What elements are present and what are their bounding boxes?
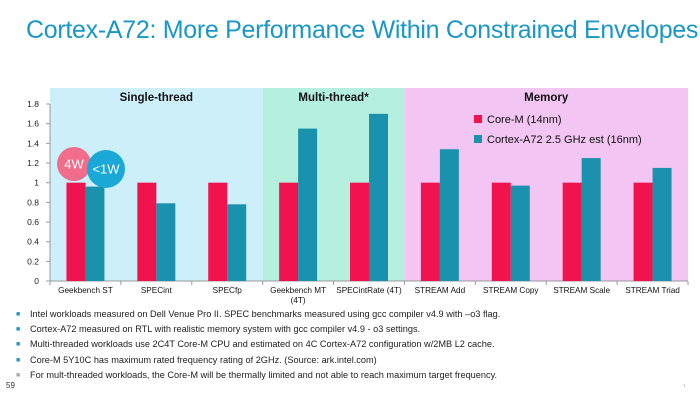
group-header: Multi-thread* xyxy=(298,92,369,104)
bullet-icon: ■ xyxy=(16,341,21,349)
footnote-text: For mult-threaded workloads, the Core-M … xyxy=(30,369,498,380)
legend-label: Cortex-A72 2.5 GHz est (16nm) xyxy=(487,134,642,146)
legend-swatch xyxy=(474,135,482,143)
power-badge-label: 4W xyxy=(64,157,84,172)
next-arrow-icon: › xyxy=(683,381,686,390)
y-tick-label: 0.8 xyxy=(27,197,39,207)
bar-core-m xyxy=(66,182,86,281)
y-tick-label: 1.4 xyxy=(27,138,39,148)
footnote-item: ■ For mult-threaded workloads, the Core-M… xyxy=(16,368,676,383)
y-tick-label: 0 xyxy=(34,276,39,286)
legend-swatch xyxy=(474,115,482,123)
legend-label: Core-M (14nm) xyxy=(487,114,562,126)
x-tick-label: STREAM Scale xyxy=(553,286,610,295)
bar-cortex-a72 xyxy=(581,158,601,281)
bar-cortex-a72 xyxy=(439,149,459,281)
power-badge xyxy=(57,147,91,181)
bar-core-m xyxy=(208,182,228,281)
bar-cortex-a72 xyxy=(369,113,388,281)
bar-core-m xyxy=(137,182,157,281)
slide-title: Cortex-A72: More Performance Within Cons… xyxy=(26,16,699,44)
x-tick-label: STREAM Copy xyxy=(483,286,539,295)
footnote-list: ■ Intel workloads measured on Dell Venue … xyxy=(16,307,676,383)
y-tick-label: 0.6 xyxy=(27,217,39,227)
bullet-icon: ■ xyxy=(16,356,21,364)
x-tick-label: SPECfp xyxy=(213,286,243,295)
bar-core-m xyxy=(633,182,653,281)
x-tick-label: Geekbench MT xyxy=(270,286,326,295)
bar-cortex-a72 xyxy=(156,203,176,281)
y-tick-label: 1 xyxy=(34,178,39,188)
bullet-icon: ■ xyxy=(16,371,21,379)
power-badge-label: <1W xyxy=(92,162,120,177)
bullet-icon: ■ xyxy=(16,311,21,318)
bar-cortex-a72 xyxy=(510,185,530,281)
bar-cortex-a72 xyxy=(85,186,105,281)
group-header: Memory xyxy=(524,92,569,104)
x-tick-label: SPECint xyxy=(141,286,173,295)
bar-core-m xyxy=(279,182,299,281)
x-tick-label: STREAM Add xyxy=(415,286,466,295)
bar-cortex-a72 xyxy=(227,204,247,281)
footnote-item: ■ Cortex-A72 measured on RTL with realist… xyxy=(16,322,676,337)
footnote-text: Cortex-A72 measured on RTL with realisti… xyxy=(30,324,421,335)
x-tick-label: (4T) xyxy=(291,296,306,305)
bar-core-m xyxy=(420,182,440,281)
footnote-item: ■ Intel workloads measured on Dell Venue … xyxy=(16,307,676,322)
bar-core-m xyxy=(491,182,511,281)
x-tick-label: Geekbench ST xyxy=(58,286,113,295)
y-tick-label: 1.2 xyxy=(27,158,39,168)
page-number: 59 xyxy=(6,381,15,390)
footnote-text: Intel workloads measured on Dell Venue P… xyxy=(30,309,501,319)
bar-cortex-a72 xyxy=(298,128,318,281)
x-tick-label: STREAM Triad xyxy=(625,286,680,295)
bullet-icon: ■ xyxy=(16,326,21,334)
footnote-text: Core-M 5Y10C has maximum rated frequency… xyxy=(30,354,377,365)
bar-cortex-a72 xyxy=(652,167,672,281)
x-tick-label: SPECintRate (4T) xyxy=(336,286,402,295)
y-tick-label: 1.6 xyxy=(27,119,39,129)
group-header: Single-thread xyxy=(120,92,193,104)
y-tick-label: 1.8 xyxy=(27,99,39,109)
footnote-item: ■ Multi-threaded workloads use 2C4T Core-… xyxy=(16,337,676,352)
footnote-text: Multi-threaded workloads use 2C4T Core-M… xyxy=(30,339,495,350)
bar-core-m xyxy=(562,182,582,281)
bar-core-m xyxy=(350,182,369,281)
power-badge xyxy=(87,150,125,188)
y-tick-label: 0.4 xyxy=(27,237,39,247)
footnote-item: ■ Core-M 5Y10C has maximum rated frequenc… xyxy=(16,353,676,368)
y-tick-label: 0.2 xyxy=(27,256,39,266)
